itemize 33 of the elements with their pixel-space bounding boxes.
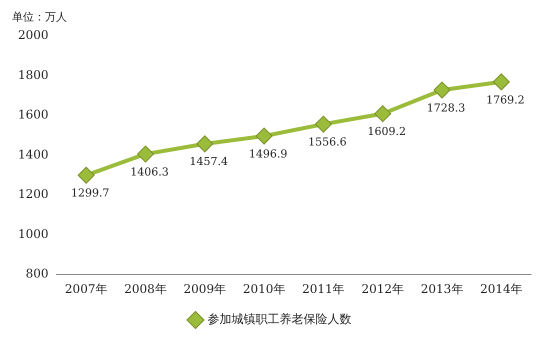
x-tick-label: 2010年 [242,282,286,296]
data-label: 1769.2 [486,93,525,106]
x-tick-label: 2011年 [302,282,345,296]
data-label: 1496.9 [248,147,288,160]
y-tick-label: 1200 [18,187,49,202]
data-label: 1609.2 [367,125,406,138]
x-tick-label: 2008年 [124,282,167,296]
y-tick-label: 800 [26,266,49,281]
y-tick-label: 1400 [18,147,49,162]
x-tick-label: 2014年 [480,282,523,296]
y-axis-title: 单位：万人 [12,10,67,24]
x-tick-label: 2007年 [64,282,108,296]
data-label: 1406.3 [130,165,169,178]
point [374,105,392,122]
y-tick-label: 1800 [18,68,49,82]
y-tick-label: 1600 [18,108,49,122]
point [256,128,273,145]
point [196,135,214,152]
point [434,82,451,99]
point [78,166,95,184]
x-tick-label: 2012年 [361,282,404,296]
x-tick-label: 2013年 [420,282,464,296]
y-tick-label: 2000 [18,28,49,42]
point [137,146,154,163]
point [314,116,332,133]
y-tick-label: 1000 [18,226,49,241]
data-label: 1299.7 [70,186,110,200]
point [492,73,510,90]
data-label: 1728.3 [426,101,466,114]
data-label: 1556.6 [308,136,347,149]
legend-label: 参加城镇职工养老保险人数 [208,312,352,326]
x-tick-label: 2009年 [184,282,226,296]
data-label: 1457.4 [190,155,228,168]
